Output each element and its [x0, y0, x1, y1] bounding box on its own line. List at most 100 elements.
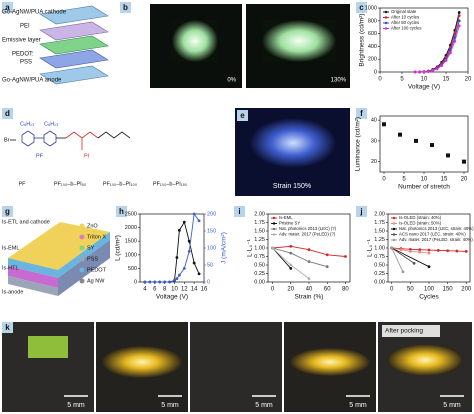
y2-tick-label: 150: [207, 228, 216, 234]
y-axis-label: Brightness (cd/m²): [359, 13, 366, 66]
point: [436, 248, 440, 252]
label: Strain 150%: [273, 183, 311, 190]
x-axis-label: Number of stretch: [398, 184, 450, 191]
point: [462, 159, 466, 164]
x-tick-label: 10: [171, 287, 178, 293]
legend-marker: [272, 222, 276, 225]
legend-label: Is-OLED (strain: 50%): [399, 221, 442, 226]
label: 5 mm: [443, 402, 461, 409]
legend-swatch: [79, 267, 85, 273]
point: [175, 277, 179, 280]
y-tick-label: 1500: [125, 239, 137, 245]
legend-label: Original state: [391, 9, 417, 14]
point: [440, 64, 443, 67]
label: PF: [18, 181, 26, 187]
panel-letter-box: [356, 2, 367, 13]
panel-letter-box: [234, 206, 245, 217]
label: SY: [87, 245, 95, 251]
point: [187, 239, 191, 243]
label: Br: [4, 137, 10, 143]
y-tick-label: 0.50: [254, 262, 265, 268]
x-tick-label: 14: [191, 287, 198, 293]
panel-letter-box: [2, 2, 13, 13]
label: PI: [84, 153, 90, 159]
x-tick-label: 0: [378, 77, 382, 83]
legend-label: Is-EML: [279, 215, 293, 220]
point: [427, 265, 431, 269]
legend-label: Nat. photonics 2013 (LEC) (?): [279, 226, 337, 231]
y2-tick-label: 200: [207, 211, 216, 217]
legend-swatch: [79, 223, 85, 229]
label: PF: [36, 153, 44, 159]
y-tick-label: 200: [368, 57, 377, 63]
point: [382, 122, 386, 127]
point: [177, 228, 181, 232]
point: [449, 51, 452, 55]
legend-marker: [384, 10, 388, 14]
point: [427, 251, 431, 255]
point: [446, 153, 450, 158]
y-tick-label: 1.25: [254, 237, 265, 243]
x-tick-label: 0: [382, 177, 386, 183]
y-axis-label: L (cd/m²): [115, 235, 122, 261]
x-tick-label: 40: [306, 287, 313, 293]
series-line: [415, 25, 460, 73]
legend-swatch: [79, 234, 85, 240]
legend-swatch: [79, 245, 85, 251]
chemical-structure: [10, 130, 131, 150]
y-tick-label: 40: [371, 118, 377, 124]
y-tick-label: 800: [368, 18, 377, 24]
point: [444, 59, 448, 62]
y-tick-label: 1.25: [374, 237, 385, 243]
label: PEDOT: [87, 267, 107, 273]
y-tick-label: 0.25: [374, 271, 385, 277]
point: [177, 273, 181, 277]
point: [457, 11, 461, 14]
point: [418, 248, 422, 252]
x-tick-label: 4: [143, 287, 147, 293]
point: [197, 219, 201, 223]
point: [182, 267, 186, 270]
y2-tick-label: 0: [207, 279, 210, 285]
panel-letter: k: [5, 323, 10, 332]
panel-letter: f: [360, 109, 363, 118]
point: [143, 280, 147, 284]
photo-row: [2, 322, 472, 412]
x-tick-label: 8: [163, 287, 167, 293]
label: Is-HTL: [2, 265, 19, 271]
panel-letter-box: [116, 206, 127, 217]
point: [399, 248, 403, 252]
legend-marker: [392, 222, 396, 225]
legend-marker: [384, 16, 388, 19]
point: [408, 247, 412, 251]
point: [307, 277, 311, 280]
point: [401, 270, 405, 274]
legend-marker: [384, 21, 388, 25]
label: ZnO: [87, 223, 98, 229]
point: [412, 261, 416, 265]
point: [197, 272, 201, 276]
point: [271, 246, 274, 250]
x-tick-label: 0: [271, 287, 275, 293]
y-tick-label: 2500: [125, 211, 137, 217]
panel-letter-box: [120, 2, 131, 13]
point: [418, 250, 422, 254]
panel-letter-box: [237, 110, 248, 121]
label: Triton X: [87, 234, 106, 240]
point: [175, 256, 179, 259]
x-tick-label: 5: [402, 177, 406, 183]
x-tick-label: 50: [407, 287, 414, 293]
point: [307, 248, 311, 252]
photo-glow: [262, 20, 336, 62]
label: Emissive layer: [2, 38, 41, 44]
point: [158, 280, 162, 284]
label: 5 mm: [161, 402, 179, 409]
point: [168, 280, 171, 284]
label: PSS: [20, 60, 32, 66]
x-axis-label: Cycles: [419, 294, 439, 301]
point: [153, 280, 157, 284]
label: PF₁₀₀–b–PI₁₀₀: [103, 181, 137, 187]
label: PEI: [20, 24, 30, 30]
x-tick-label: 100: [424, 287, 435, 293]
